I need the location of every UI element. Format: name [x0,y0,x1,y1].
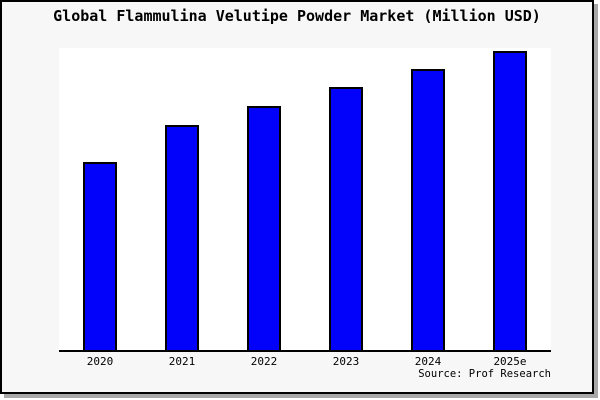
source-text: Source: Prof Research [418,368,551,380]
x-axis-label: 2021 [168,355,196,368]
chart-frame: Global Flammulina Velutipe Powder Market… [0,0,594,394]
x-axis-labels: 2020 2021 2022 2023 2024 2025e [59,355,551,368]
bar-band [141,48,223,350]
bar-2024 [411,69,445,350]
bar-2023 [329,87,363,350]
x-axis-label: 2024 [414,355,442,368]
bar-2020 [83,162,117,350]
bar-2025e [493,51,527,350]
x-axis-label: 2020 [86,355,114,368]
bar-2021 [165,125,199,350]
bar-band [387,48,469,350]
bar-band [223,48,305,350]
x-axis-label: 2023 [332,355,360,368]
chart-title: Global Flammulina Velutipe Powder Market… [53,7,541,25]
bar-band [305,48,387,350]
bar-band [469,48,551,350]
plot-area [59,48,551,352]
bar-band [59,48,141,350]
x-axis-label: 2022 [250,355,278,368]
bar-2022 [247,106,281,350]
x-axis-label: 2025e [493,355,527,368]
